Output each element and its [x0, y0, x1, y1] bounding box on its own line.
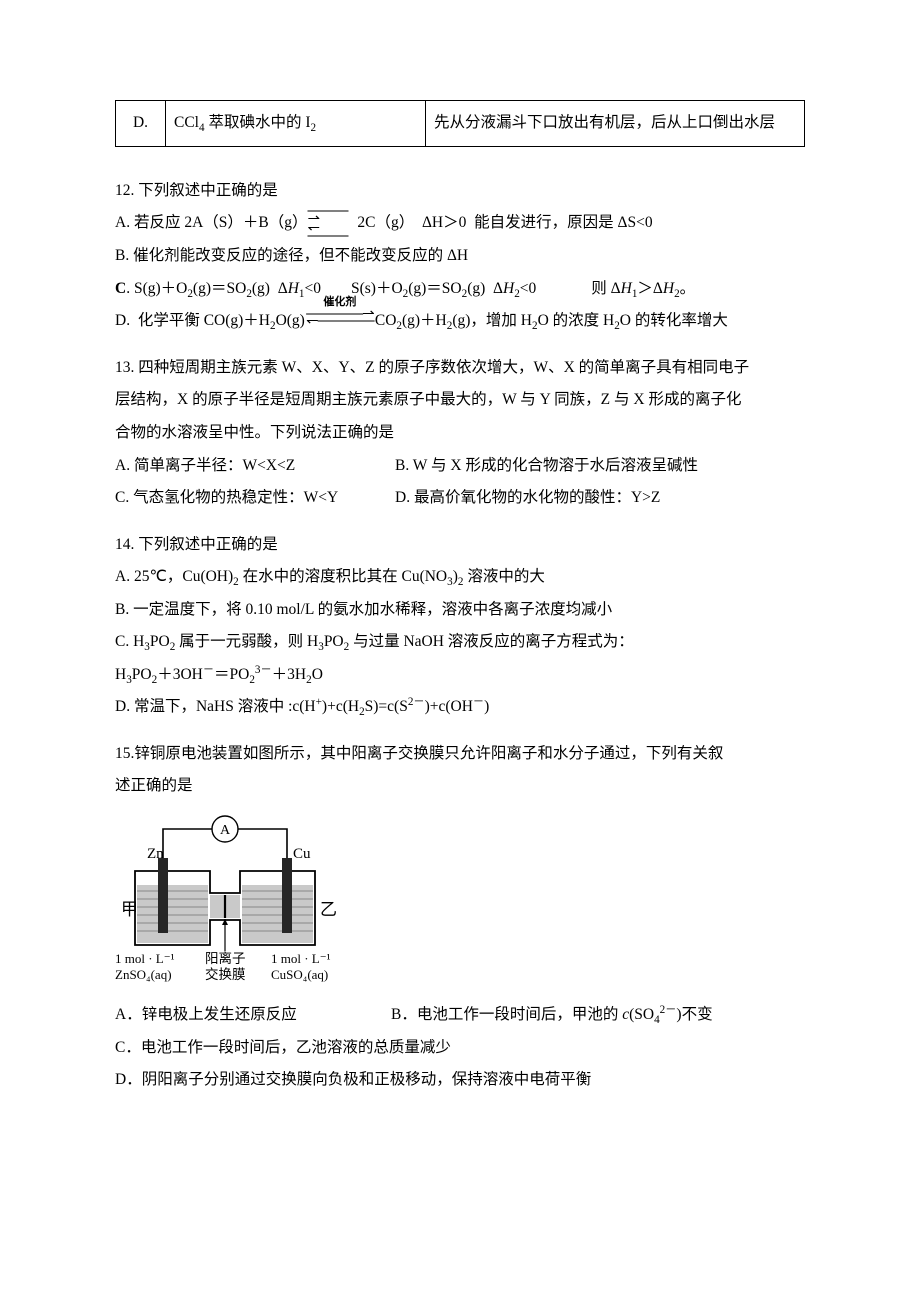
q12-opt-c: C. S(g)＋O2(g)＝SO2(g) ΔH1<0S(s)＋O2(g)＝SO2… [115, 273, 805, 306]
wire-left [163, 829, 212, 858]
q12-opt-d: D. 化学平衡 CO(g)＋H2O(g)催化剂————⇀↽————CO2(g)＋… [115, 305, 805, 338]
q12-stem-text: 下列叙述中正确的是 [138, 182, 278, 199]
q12-opt-b: B. 催化剂能改变反应的途径，但不能改变反应的 ΔH [115, 240, 805, 273]
option-table: D. CCl4 萃取碘水中的 I2 先从分液漏斗下口放出有机层，后从上口倒出水层 [115, 100, 805, 147]
q12-stem: 12. 下列叙述中正确的是 [115, 175, 805, 208]
right-sol-2: CuSO₄(aq) [271, 967, 328, 982]
wire-right [238, 829, 287, 858]
q13-opts-ab: A. 简单离子半径：W<X<Z B. W 与 X 形成的化合物溶于水后溶液呈碱性 [115, 450, 805, 483]
q15-opt-b: B．电池工作一段时间后，甲池的 c(SO42－)不变 [391, 999, 805, 1032]
equilibrium-arrow-icon: ———⇀↽——— [307, 207, 353, 240]
left-sol-2: ZnSO₄(aq) [115, 967, 172, 982]
q15-opt-d: D．阴阳离子分别通过交换膜向负极和正极移动，保持溶液中电荷平衡 [115, 1064, 805, 1097]
q14-number: 14. [115, 536, 134, 553]
cell-option-letter: D. [116, 101, 166, 147]
table-row: D. CCl4 萃取碘水中的 I2 先从分液漏斗下口放出有机层，后从上口倒出水层 [116, 101, 805, 147]
left-cell-label: 甲 [121, 900, 138, 919]
q14-opt-c-eq: H3PO2＋3OH－＝PO23－＋3H2O [115, 659, 805, 692]
question-15: 15.锌铜原电池装置如图所示，其中阳离子交换膜只允许阳离子和水分子通过，下列有关… [115, 738, 805, 1097]
q15-stem2: 述正确的是 [115, 770, 805, 803]
cell-right: 先从分液漏斗下口放出有机层，后从上口倒出水层 [426, 101, 805, 147]
cu-electrode [282, 858, 292, 933]
q13-opt-a: A. 简单离子半径：W<X<Z [115, 450, 395, 483]
q14-opt-c: C. H3PO2 属于一元弱酸，则 H3PO2 与过量 NaOH 溶液反应的离子… [115, 626, 805, 659]
q14-stem-text: 下列叙述中正确的是 [138, 536, 278, 553]
right-cell-label: 乙 [320, 900, 337, 919]
q13-line2: 层结构，X 的原子半径是短周期主族元素原子中最大的，W 与 Y 同族，Z 与 X… [115, 384, 805, 417]
q12-number: 12. [115, 182, 134, 199]
zn-label: Zn [147, 846, 164, 862]
battery-diagram: A [115, 813, 805, 993]
q13-line1: 13. 四种短周期主族元素 W、X、Y、Z 的原子序数依次增大，W、X 的简单离… [115, 352, 805, 385]
question-14: 14. 下列叙述中正确的是 A. 25℃，Cu(OH)2 在水中的溶度积比其在 … [115, 529, 805, 724]
catalyst-label: 催化剂 [323, 291, 356, 314]
q13-opt-d: D. 最高价氧化物的水化物的酸性：Y>Z [395, 482, 660, 515]
right-sol-1: 1 mol · L⁻¹ [271, 951, 331, 966]
left-sol-1: 1 mol · L⁻¹ [115, 951, 175, 966]
q13-opt-c: C. 气态氢化物的热稳定性：W<Y [115, 482, 395, 515]
q14-opt-d: D. 常温下，NaHS 溶液中 :c(H+)+c(H2S)=c(S2－)+c(O… [115, 691, 805, 724]
liquid-left [137, 885, 208, 943]
question-13: 13. 四种短周期主族元素 W、X、Y、Z 的原子序数依次增大，W、X 的简单离… [115, 352, 805, 515]
q14-stem: 14. 下列叙述中正确的是 [115, 529, 805, 562]
opt-d-letter: D. [133, 114, 148, 131]
q13-line3: 合物的水溶液呈中性。下列说法正确的是 [115, 417, 805, 450]
q15-stem1-text: 锌铜原电池装置如图所示，其中阳离子交换膜只允许阳离子和水分子通过，下列有关叙 [134, 745, 723, 762]
cell-right-text: 先从分液漏斗下口放出有机层，后从上口倒出水层 [434, 114, 775, 131]
ammeter-label: A [220, 823, 231, 838]
q14-opt-a: A. 25℃，Cu(OH)2 在水中的溶度积比其在 Cu(NO3)2 溶液中的大 [115, 561, 805, 594]
liquid-right [242, 885, 313, 943]
q13-stem1: 四种短周期主族元素 W、X、Y、Z 的原子序数依次增大，W、X 的简单离子具有相… [138, 359, 749, 376]
battery-svg: A [115, 813, 340, 993]
q13-number: 13. [115, 359, 134, 376]
zn-electrode [158, 858, 168, 933]
catalyst-arrow: 催化剂————⇀↽———— [305, 305, 375, 338]
membrane-text-1: 阳离子 [205, 950, 246, 966]
q15-number: 15. [115, 745, 134, 762]
q14-opt-b: B. 一定温度下，将 0.10 mol/L 的氨水加水稀释，溶液中各离子浓度均减… [115, 594, 805, 627]
question-12: 12. 下列叙述中正确的是 A. 若反应 2A（S）＋B（g）———⇀↽——— … [115, 175, 805, 338]
q13-opts-cd: C. 气态氢化物的热稳定性：W<Y D. 最高价氧化物的水化物的酸性：Y>Z [115, 482, 805, 515]
membrane-text-2: 交换膜 [205, 966, 246, 982]
cell-left: CCl4 萃取碘水中的 I2 [166, 101, 426, 147]
q15-opts-ab: A．锌电极上发生还原反应 B．电池工作一段时间后，甲池的 c(SO42－)不变 [115, 999, 805, 1032]
q13-opt-b: B. W 与 X 形成的化合物溶于水后溶液呈碱性 [395, 450, 698, 483]
cu-label: Cu [293, 846, 311, 862]
q12-opt-a: A. 若反应 2A（S）＋B（g）———⇀↽——— 2C（g） ΔH＞0 能自发… [115, 207, 805, 240]
q15-opt-c: C．电池工作一段时间后，乙池溶液的总质量减少 [115, 1032, 805, 1065]
q15-stem1: 15.锌铜原电池装置如图所示，其中阳离子交换膜只允许阳离子和水分子通过，下列有关… [115, 738, 805, 771]
q15-opt-a: A．锌电极上发生还原反应 [115, 999, 391, 1032]
